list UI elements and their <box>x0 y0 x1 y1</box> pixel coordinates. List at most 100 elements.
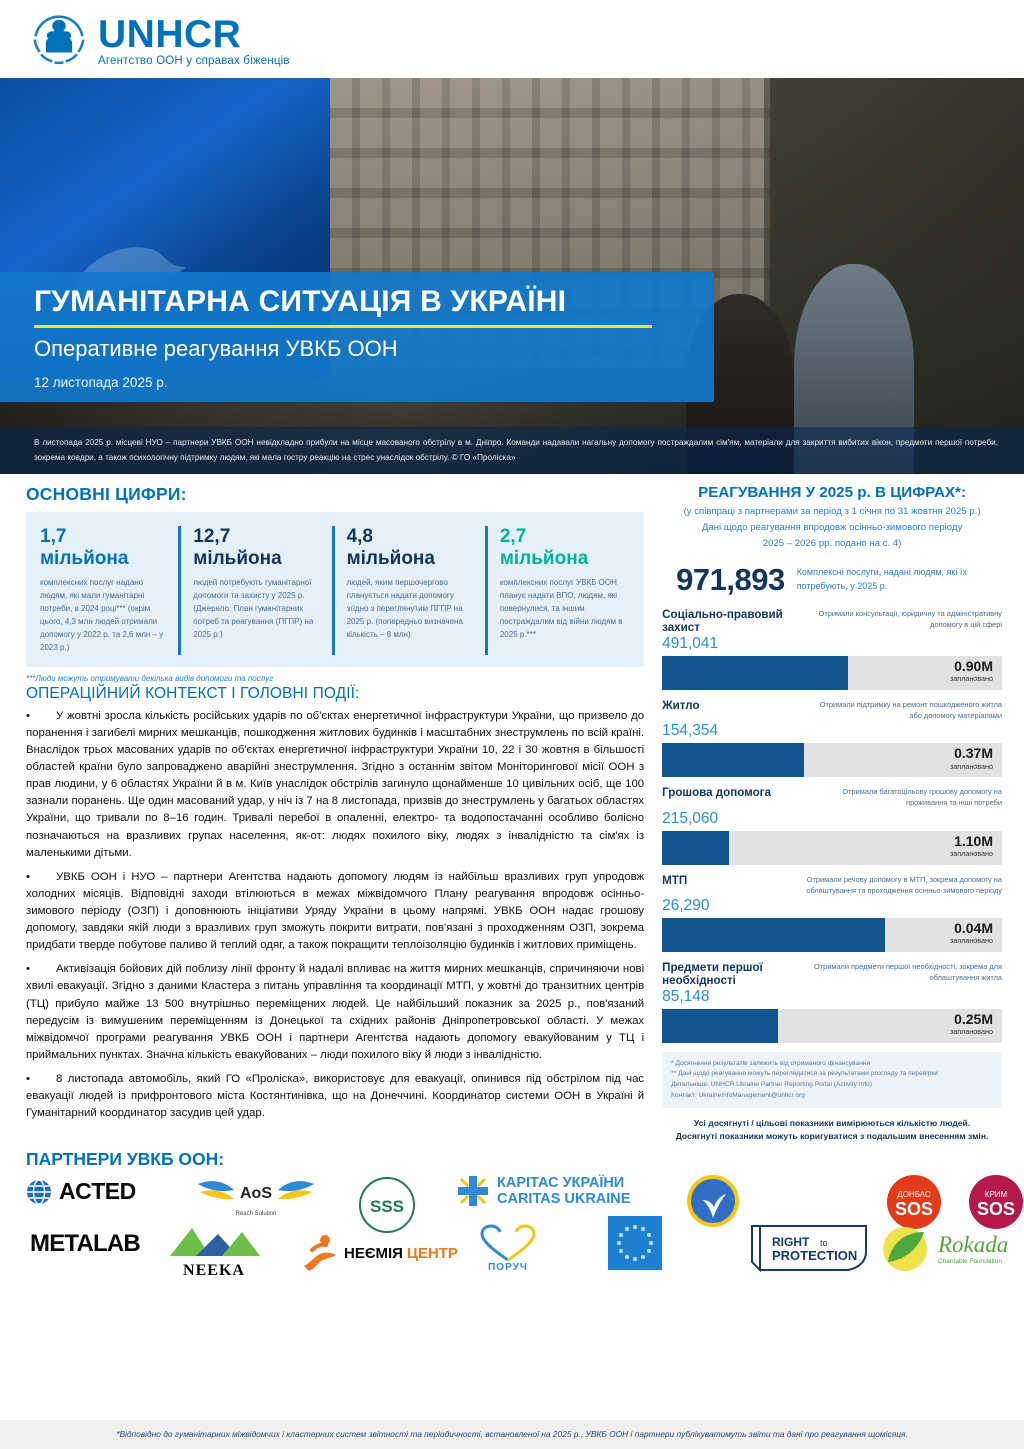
title-underline <box>34 324 652 328</box>
sector-target-value: 0.04M <box>954 919 993 936</box>
progress-bar-fill <box>662 830 729 865</box>
context-paragraph: • Активізація бойових дій поблизу лінії … <box>26 961 644 1064</box>
shield-icon: RIGHT to PROTECTION <box>751 1225 867 1273</box>
sector-target: 0.04M заплановано <box>950 919 993 945</box>
hero-banner: ГУМАНІТАРНА СИТУАЦІЯ В УКРАЇНІ Оперативн… <box>0 78 1024 474</box>
partner-label: METALAB <box>30 1230 141 1258</box>
partner-logo-metalab[interactable]: METALAB <box>30 1230 141 1258</box>
hero-caption-text: В листопада 2025 р. місцеві НУО – партне… <box>34 438 998 462</box>
svg-text:SOS: SOS <box>895 1199 933 1219</box>
progress-bar-fill <box>662 917 886 952</box>
partner-logo-neeka[interactable]: NEEKA <box>166 1222 262 1280</box>
svg-text:PROTECTION: PROTECTION <box>772 1248 857 1263</box>
partner-label-2: CARITAS UKRAINE <box>497 1191 631 1208</box>
response-title: РЕАГУВАННЯ У 2025 р. В ЦИФРАХ*: <box>698 484 967 501</box>
partner-label-2: ЦЕНТР <box>406 1244 458 1262</box>
sss-circle-icon: SSS <box>359 1177 415 1234</box>
context-paragraph-text: У жовтні зросла кількість російських уда… <box>26 709 645 859</box>
sector-value: 26,290 <box>662 896 710 914</box>
partner-logo-acted[interactable]: ACTED <box>26 1178 136 1205</box>
left-column: ОСНОВНІ ЦИФРИ: 1,7 мільйона комплексних … <box>26 484 645 1143</box>
footer-note-text: *Відповідно до гуманітарних міжвідомчих … <box>116 1428 908 1439</box>
progress-bar-track: 0.37M заплановано <box>662 743 1002 778</box>
key-figure-value: 4,8 <box>346 526 373 547</box>
partner-logo-eu[interactable] <box>608 1216 662 1271</box>
response-note: Детальніше: UNHCR Ukraine Partner Report… <box>671 1081 872 1089</box>
headline-metric-desc: Комплексні послуги, надані людям, які їх… <box>796 567 967 592</box>
sector-blurb: Отримали підтримку на ремонт пошкодженог… <box>819 700 1002 721</box>
page-subtitle: Оперативне реагування УВКБ ООН <box>34 335 398 361</box>
sector-target-label: заплановано <box>949 848 993 858</box>
sector-name: Соціально-правовий захист <box>662 608 783 635</box>
svg-text:ДОНБАС: ДОНБАС <box>897 1190 931 1199</box>
partner-logo-nehemiah[interactable]: НЕЄМІЯ ЦЕНТР <box>298 1232 458 1274</box>
sector-name: МТП <box>662 873 688 887</box>
context-paragraph-text: УВКБ ООН і НУО – партнери Агентства нада… <box>26 870 645 952</box>
crimea-sos-icon: КРИМ SOS <box>969 1175 1023 1230</box>
sector-bar-row: Соціально-правовий захист Отримали консу… <box>662 608 1002 691</box>
key-figure-unit: мільйона <box>499 548 589 570</box>
key-figures-heading: ОСНОВНІ ЦИФРИ: <box>26 484 187 504</box>
brand-tagline: Агентство ООН у справах біженців <box>98 55 290 68</box>
partner-label: NEEKA <box>183 1262 245 1280</box>
proliska-icon <box>687 1175 739 1228</box>
donbas-sos-icon: ДОНБАС SOS <box>887 1175 941 1230</box>
sector-target-value: 0.25M <box>954 1010 993 1027</box>
partner-logo-grid: ACTED METALAB AoS Reach Solution NEEKA <box>26 1174 1023 1284</box>
sector-target-label: заплановано <box>949 1027 993 1037</box>
headline-metric-value: 971,893 <box>676 562 785 598</box>
sector-blurb: Отримали речову допомогу в МТП, зокрема … <box>806 874 1002 895</box>
partner-logo-donbas-sos[interactable]: ДОНБАС SOS <box>886 1174 942 1230</box>
partner-logo-caritas[interactable]: КАРІТАС УКРАЇНИ CARITAS UKRAINE <box>456 1174 630 1208</box>
rokada-leaf-icon <box>883 1227 927 1272</box>
partner-logo-rokada[interactable]: Rokada Charitable Foundation <box>878 1226 1008 1272</box>
sector-name: Грошова допомога <box>662 786 771 800</box>
partner-logo-poruch[interactable]: ПОРУЧ <box>478 1224 538 1273</box>
sector-target-label: заплановано <box>949 761 993 771</box>
measurement-note: Усі досягнуті / цільові показники вимірю… <box>675 1118 989 1142</box>
progress-bar-track: 1.10M заплановано <box>662 830 1002 865</box>
key-figure-desc: людей потребують гуманітарної допомоги т… <box>193 578 314 639</box>
context-paragraph: • 8 листопада автомобіль, який ГО «Пролі… <box>26 1071 644 1122</box>
key-figure-desc: комплексних послуг надано людям, які мал… <box>40 578 164 652</box>
partner-logo-crimea-sos[interactable]: КРИМ SOS <box>968 1174 1024 1230</box>
partner-label: НЕЄМІЯ <box>344 1244 403 1262</box>
partner-logo-right-to-protection[interactable]: RIGHT to PROTECTION <box>738 1222 874 1274</box>
progress-bar-track: 0.25M заплановано <box>662 1008 1002 1043</box>
context-paragraph-text: 8 листопада автомобіль, який ГО «Проліск… <box>26 1072 645 1120</box>
svg-text:RIGHT: RIGHT <box>772 1235 810 1249</box>
progress-bar-fill <box>662 743 804 778</box>
svg-text:to: to <box>820 1238 828 1248</box>
key-figure-unit: мільйона <box>193 548 282 570</box>
sector-target: 1.10M заплановано <box>949 833 993 858</box>
context-paragraph-text: Активізація бойових дій поблизу лінії фр… <box>26 963 645 1061</box>
partner-logo-proliska[interactable] <box>686 1174 740 1228</box>
sector-bar-row: Предмети першої необхідності Отримали пр… <box>662 961 1002 1043</box>
publication-date: 12 листопада 2025 р. <box>34 374 168 390</box>
progress-bar-fill <box>662 1008 779 1043</box>
sector-blurb: Отримали багатоцільову грошову допомогу … <box>842 787 1002 808</box>
sector-name: Житло <box>662 699 700 713</box>
page-title: ГУМАНІТАРНА СИТУАЦІЯ В УКРАЇНІ <box>34 285 567 318</box>
partner-label: Rokada <box>938 1232 1009 1258</box>
response-subtitle-2: Дані щодо реагування впродовж осінньо-зи… <box>701 521 963 533</box>
key-figures-footnote: ***Люди можуть отримувати декілька видів… <box>26 673 274 683</box>
partners-section: ПАРТНЕРИ УВКБ ООН: ACTED METALAB AoS Rea… <box>0 1143 1024 1284</box>
partner-label: ACTED <box>59 1178 136 1205</box>
partner-sublabel: Charitable Foundation <box>938 1258 1002 1266</box>
key-figure-value: 2,7 <box>499 526 527 547</box>
brand-name: UNHCR <box>98 13 242 56</box>
partner-logo-sss[interactable]: SSS <box>358 1176 416 1234</box>
context-paragraph: • УВКБ ООН і НУО – партнери Агентства на… <box>26 869 644 955</box>
svg-text:SSS: SSS <box>370 1197 404 1216</box>
hero-caption: В листопада 2025 р. місцеві НУО – партне… <box>0 427 1024 474</box>
hero-title-band: ГУМАНІТАРНА СИТУАЦІЯ В УКРАЇНІ Оперативн… <box>0 272 714 402</box>
response-subtitle-3: 2025 – 2026 рр. подано на с. 4) <box>762 538 902 550</box>
partner-logo-aos[interactable]: AoS Reach Solution <box>196 1176 316 1217</box>
context-paragraph: • У жовтні зросла кількість російських у… <box>26 708 644 862</box>
unhcr-logo: UNHCR Агентство ООН у справах біженців <box>30 14 290 67</box>
key-figure-value: 12,7 <box>193 526 231 547</box>
response-note: * Досягнення результатів залежить від от… <box>671 1059 871 1067</box>
eu-flag-icon <box>608 1216 662 1271</box>
partner-label: КАРІТАС УКРАЇНИ <box>497 1174 625 1191</box>
